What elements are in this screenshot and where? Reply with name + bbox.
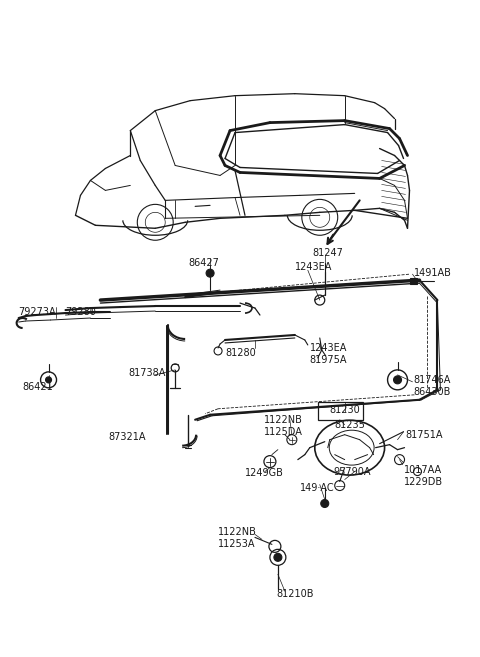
Bar: [318, 402, 363, 420]
Text: 81230: 81230: [330, 405, 360, 415]
Text: 86427: 86427: [188, 258, 219, 268]
Text: 81751A: 81751A: [406, 430, 443, 440]
Text: 1122NB: 1122NB: [264, 415, 303, 424]
Text: 81975A: 81975A: [310, 355, 348, 365]
Text: 11253A: 11253A: [218, 539, 255, 549]
Bar: [409, 278, 418, 284]
Text: 1491AB: 1491AB: [413, 268, 451, 278]
Text: 81280: 81280: [225, 348, 256, 358]
Text: 81247: 81247: [313, 248, 344, 258]
Circle shape: [394, 376, 402, 384]
Text: 1243EA: 1243EA: [310, 343, 347, 353]
Text: 1125DA: 1125DA: [264, 426, 303, 437]
Text: 149·AC: 149·AC: [300, 482, 335, 493]
Text: 79273A: 79273A: [19, 307, 56, 317]
Circle shape: [274, 553, 282, 561]
Text: 86430B: 86430B: [413, 387, 451, 397]
Text: 95790A: 95790A: [334, 466, 371, 476]
Text: 1229DB: 1229DB: [404, 476, 443, 487]
Text: 79280: 79280: [65, 307, 96, 317]
Text: 1017AA: 1017AA: [404, 464, 442, 474]
Text: 81746A: 81746A: [413, 375, 451, 385]
Text: 81210B: 81210B: [276, 589, 313, 599]
Text: 81738A: 81738A: [128, 368, 166, 378]
Text: 81235: 81235: [335, 420, 366, 430]
Text: 86421: 86421: [23, 382, 53, 392]
Circle shape: [321, 499, 329, 507]
Text: 87321A: 87321A: [108, 432, 146, 442]
Circle shape: [206, 269, 214, 277]
Text: 1249GB: 1249GB: [245, 468, 284, 478]
Circle shape: [46, 377, 51, 383]
Text: 1122NB: 1122NB: [218, 528, 257, 537]
Text: 1243EA: 1243EA: [295, 262, 332, 272]
